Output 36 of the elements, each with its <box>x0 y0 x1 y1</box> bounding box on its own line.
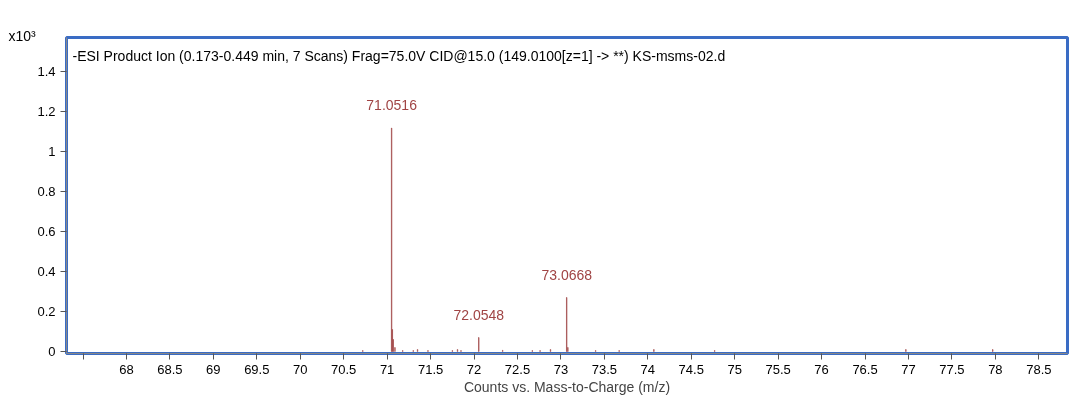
y-axis-title: x10³ <box>8 27 37 44</box>
y-tick-label: 0.2 <box>37 304 56 319</box>
x-axis-title: Counts vs. Mass-to-Charge (m/z) <box>463 378 671 395</box>
x-tick-label: 76.5 <box>852 361 878 377</box>
x-tick-label: 69 <box>206 361 221 377</box>
x-tick-label: 69.5 <box>244 361 270 377</box>
y-tick-label: 1.4 <box>37 64 56 79</box>
x-tick-label: 71.5 <box>417 361 444 377</box>
x-tick-label: 70 <box>293 361 308 377</box>
y-tick-label: 1 <box>48 144 56 159</box>
x-tick-label: 73.5 <box>591 361 618 377</box>
x-tick-label: 77.5 <box>939 361 965 377</box>
x-tick-label: 76 <box>814 361 829 377</box>
x-tick-label: 78 <box>988 361 1003 377</box>
x-tick-label: 73 <box>553 361 569 377</box>
x-tick-label: 70.5 <box>331 361 357 377</box>
text: -ESI Product Ion (0.173-0.449 min, 7 Scans) Frag=75.0V CID@15.0 (149.0100[z=1] -> **) KS-msms-02.d <box>72 47 726 64</box>
x-tick-label: 68 <box>119 361 134 377</box>
x-tick-label: 72.5 <box>504 361 531 377</box>
y-tick-label: 0 <box>48 344 56 359</box>
annotation: 72.0548 <box>453 306 505 323</box>
x-tick-label: 77 <box>901 361 916 377</box>
x-tick-label: 71 <box>379 361 395 377</box>
y-tick-label: 0.8 <box>37 184 56 199</box>
x-tick-label: 68.5 <box>157 361 183 377</box>
y-tick-label: 1.2 <box>37 104 56 119</box>
x-tick-label: 75.5 <box>765 361 791 377</box>
x-tick-label: 74 <box>640 361 656 377</box>
x-tick-label: 74.5 <box>678 361 704 377</box>
y-tick-label: 0.4 <box>37 264 56 279</box>
x-tick-label: 78.5 <box>1026 361 1052 377</box>
x-tick-label: 72 <box>466 361 482 377</box>
annotation: 71.0516 <box>366 97 418 114</box>
annotation: 73.0668 <box>541 266 593 283</box>
y-tick-label: 0.6 <box>37 224 56 239</box>
x-tick-label: 75 <box>727 361 742 377</box>
